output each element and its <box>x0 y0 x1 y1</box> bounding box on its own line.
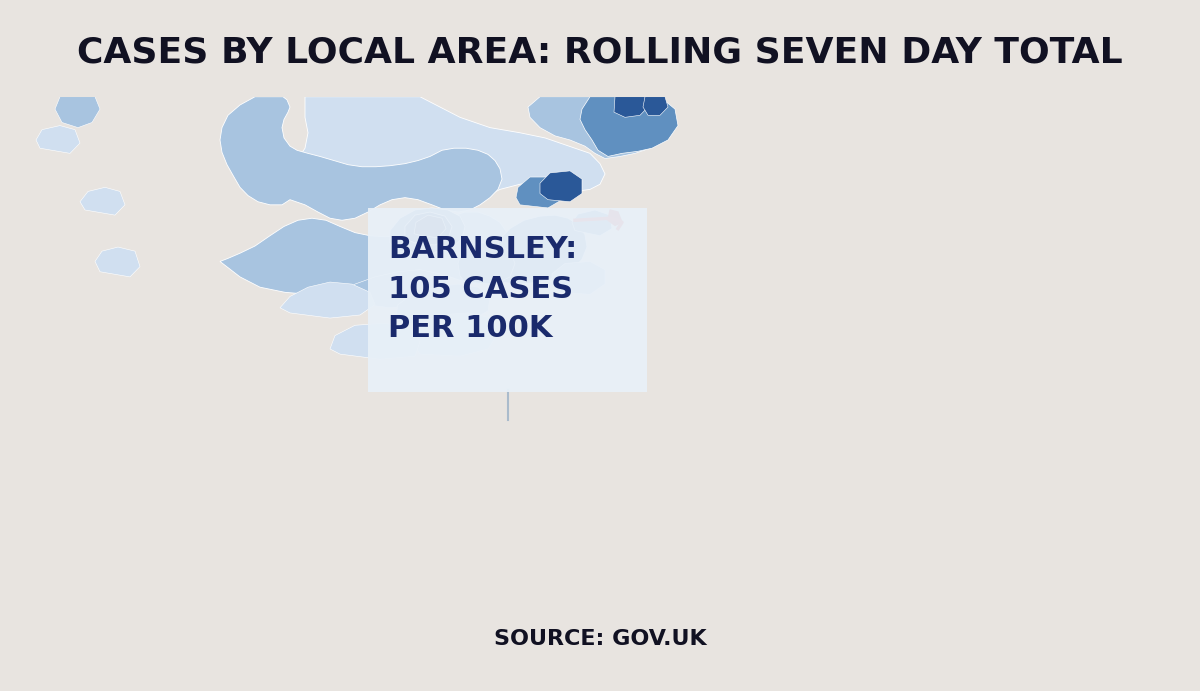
Polygon shape <box>80 187 125 215</box>
Polygon shape <box>516 177 562 208</box>
Polygon shape <box>643 97 668 115</box>
FancyBboxPatch shape <box>0 0 1200 90</box>
Polygon shape <box>36 126 80 153</box>
Polygon shape <box>496 215 587 284</box>
Text: BARNSLEY:: BARNSLEY: <box>388 235 577 264</box>
Polygon shape <box>280 282 374 318</box>
Polygon shape <box>330 323 420 359</box>
Polygon shape <box>540 171 582 202</box>
Polygon shape <box>572 210 612 236</box>
Polygon shape <box>412 313 498 356</box>
Polygon shape <box>414 215 446 238</box>
Text: SOURCE: GOV.UK: SOURCE: GOV.UK <box>493 629 707 649</box>
Polygon shape <box>290 97 605 212</box>
Text: PER 100K: PER 100K <box>388 314 552 343</box>
Polygon shape <box>552 261 605 294</box>
Polygon shape <box>342 269 448 307</box>
FancyBboxPatch shape <box>0 586 1200 691</box>
Polygon shape <box>390 208 466 253</box>
Polygon shape <box>95 247 140 277</box>
Polygon shape <box>220 212 510 294</box>
Text: 105 CASES: 105 CASES <box>388 274 574 303</box>
Text: CASES BY LOCAL AREA: ROLLING SEVEN DAY TOTAL: CASES BY LOCAL AREA: ROLLING SEVEN DAY T… <box>77 35 1123 69</box>
FancyBboxPatch shape <box>368 208 647 392</box>
Polygon shape <box>396 284 490 325</box>
Polygon shape <box>528 97 670 158</box>
Polygon shape <box>580 97 678 156</box>
Polygon shape <box>220 97 502 220</box>
Polygon shape <box>55 97 100 128</box>
Polygon shape <box>614 97 648 117</box>
Polygon shape <box>458 243 515 284</box>
Polygon shape <box>406 212 452 245</box>
Polygon shape <box>608 210 622 225</box>
